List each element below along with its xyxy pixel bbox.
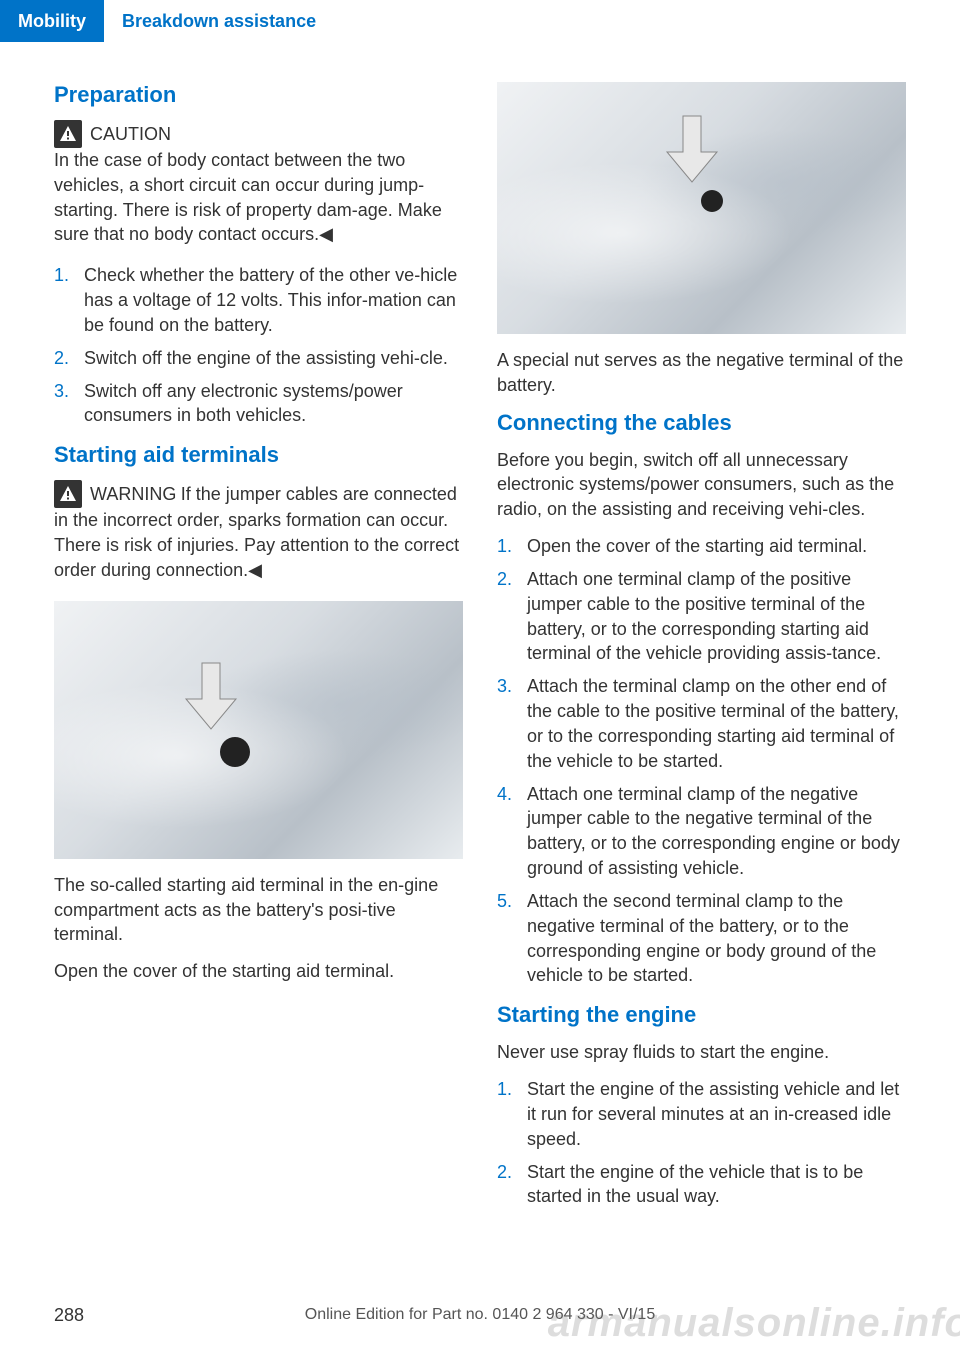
list-item: 1.Start the engine of the assisting vehi…: [497, 1077, 906, 1151]
body-text: A special nut serves as the negative ter…: [497, 348, 906, 398]
figure-starting-aid-positive: [54, 601, 463, 859]
step-number: 5.: [497, 889, 527, 988]
preparation-steps: 1.Check whether the battery of the other…: [54, 263, 463, 428]
step-number: 1.: [497, 1077, 527, 1151]
terminal-knob: [220, 737, 250, 767]
caution-callout: CAUTION In the case of body contact betw…: [54, 120, 463, 247]
warning-label: WARNING: [90, 484, 176, 504]
caution-icon: [54, 120, 82, 148]
step-text: Attach the terminal clamp on the other e…: [527, 674, 906, 773]
step-number: 2.: [497, 567, 527, 666]
step-text: Attach one terminal clamp of the negativ…: [527, 782, 906, 881]
step-number: 2.: [54, 346, 84, 371]
list-item: 4.Attach one terminal clamp of the negat…: [497, 782, 906, 881]
connecting-steps: 1.Open the cover of the starting aid ter…: [497, 534, 906, 988]
body-text: Open the cover of the starting aid termi…: [54, 959, 463, 984]
body-text: Before you begin, switch off all unneces…: [497, 448, 906, 522]
step-number: 1.: [54, 263, 84, 337]
list-item: 2.Start the engine of the vehicle that i…: [497, 1160, 906, 1210]
header-tab-breakdown: Breakdown assistance: [104, 0, 334, 42]
step-number: 4.: [497, 782, 527, 881]
list-item: 2.Switch off the engine of the assisting…: [54, 346, 463, 371]
step-text: Switch off any electronic systems/power …: [84, 379, 463, 429]
heading-starting-engine: Starting the engine: [497, 1002, 906, 1028]
step-number: 3.: [54, 379, 84, 429]
step-text: Start the engine of the assisting vehicl…: [527, 1077, 906, 1151]
warning-icon: [54, 480, 82, 508]
step-text: Check whether the battery of the other v…: [84, 263, 463, 337]
step-number: 1.: [497, 534, 527, 559]
figure-starting-aid-negative: [497, 82, 906, 334]
left-column: Preparation CAUTION In the case of body …: [54, 78, 463, 1223]
step-number: 3.: [497, 674, 527, 773]
step-text: Start the engine of the vehicle that is …: [527, 1160, 906, 1210]
step-text: Open the cover of the starting aid termi…: [527, 534, 906, 559]
step-text: Switch off the engine of the assisting v…: [84, 346, 463, 371]
heading-connecting-cables: Connecting the cables: [497, 410, 906, 436]
step-text: Attach the second terminal clamp to the …: [527, 889, 906, 988]
warning-callout: WARNING If the jumper cables are connect…: [54, 480, 463, 582]
list-item: 5.Attach the second terminal clamp to th…: [497, 889, 906, 988]
list-item: 1.Check whether the battery of the other…: [54, 263, 463, 337]
terminal-knob: [701, 190, 723, 212]
starting-engine-steps: 1.Start the engine of the assisting vehi…: [497, 1077, 906, 1209]
step-number: 2.: [497, 1160, 527, 1210]
step-text: Attach one terminal clamp of the positiv…: [527, 567, 906, 666]
header-tab-mobility: Mobility: [0, 0, 104, 42]
body-text: The so-called starting aid terminal in t…: [54, 873, 463, 947]
arrow-down-icon: [184, 661, 238, 731]
caution-label: CAUTION: [90, 124, 171, 144]
body-text: Never use spray fluids to start the engi…: [497, 1040, 906, 1065]
heading-preparation: Preparation: [54, 82, 463, 108]
arrow-down-icon: [665, 114, 719, 184]
heading-starting-aid-terminals: Starting aid terminals: [54, 442, 463, 468]
page-header: Mobility Breakdown assistance: [0, 0, 960, 42]
list-item: 2.Attach one terminal clamp of the posit…: [497, 567, 906, 666]
page-content: Preparation CAUTION In the case of body …: [0, 78, 960, 1223]
right-column: A special nut serves as the negative ter…: [497, 78, 906, 1223]
list-item: 3.Switch off any electronic systems/powe…: [54, 379, 463, 429]
watermark: armanualsonline.info: [548, 1301, 960, 1346]
list-item: 1.Open the cover of the starting aid ter…: [497, 534, 906, 559]
list-item: 3.Attach the terminal clamp on the other…: [497, 674, 906, 773]
caution-body: In the case of body contact between the …: [54, 150, 442, 244]
